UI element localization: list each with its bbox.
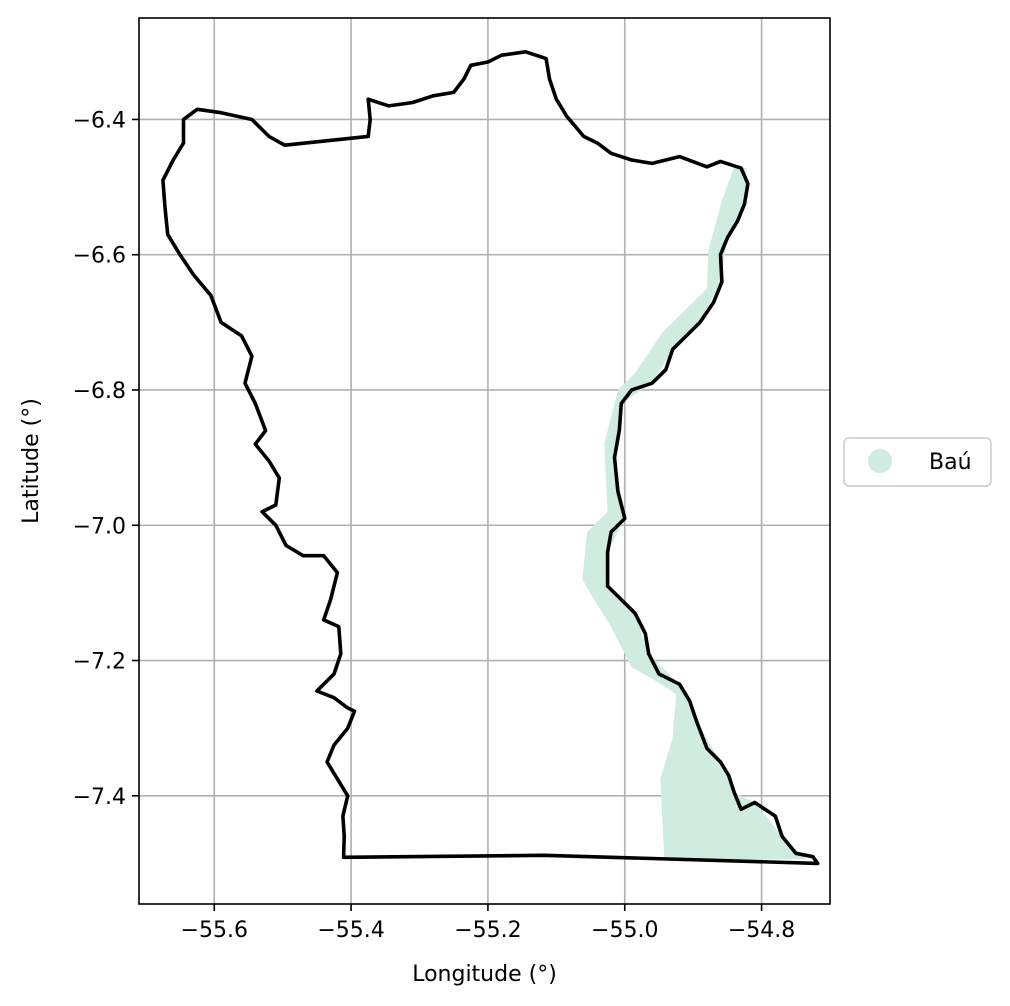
bau-region-fill <box>582 166 807 860</box>
legend-label-bau: Baú <box>929 450 972 475</box>
y-tick-label: −6.6 <box>73 244 126 269</box>
y-tick-label: −7.2 <box>73 650 126 675</box>
plot-area <box>138 17 831 905</box>
y-tick-label: −6.8 <box>73 379 126 404</box>
x-tick-label: −55.6 <box>181 918 248 943</box>
x-tick-label: −55.2 <box>454 918 521 943</box>
y-tick-label: −7.0 <box>73 514 126 539</box>
y-tick-label: −7.4 <box>73 785 126 810</box>
x-tick-label: −54.8 <box>728 918 795 943</box>
y-axis-ticks: −6.4 −6.6 −6.8 −7.0 −7.2 −7.4 <box>73 108 139 810</box>
plot-frame <box>138 17 831 905</box>
x-axis-ticks: −55.6 −55.4 −55.2 −55.0 −54.8 <box>181 904 795 943</box>
legend: Baú <box>843 437 992 487</box>
y-tick-label: −6.4 <box>73 108 126 133</box>
x-axis-label: Longitude (°) <box>412 962 557 987</box>
x-tick-label: −55.0 <box>591 918 658 943</box>
x-tick-label: −55.4 <box>317 918 384 943</box>
boundary-outline <box>161 50 820 866</box>
y-axis-label: Latitude (°) <box>19 398 44 524</box>
legend-marker-bau <box>868 449 892 473</box>
